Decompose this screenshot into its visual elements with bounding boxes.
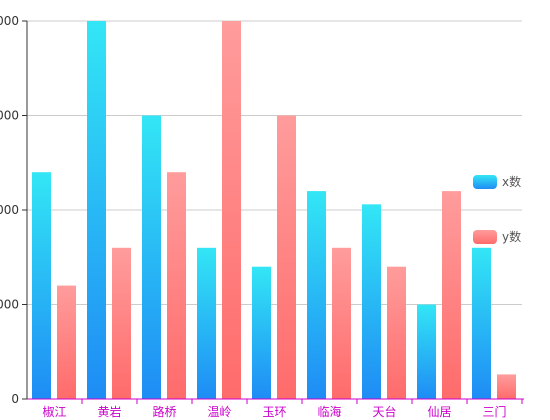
bar-y-4[interactable]: [277, 115, 296, 400]
y-tick-label: 0: [11, 392, 19, 406]
bar-y-0[interactable]: [57, 285, 76, 399]
x-tick-label: 三门: [482, 404, 506, 419]
bars: [32, 21, 516, 399]
legend-item-x[interactable]: x数: [473, 174, 521, 189]
gridlines: [27, 20, 522, 305]
x-tick-label: 仙居: [427, 405, 451, 419]
bar-x-2[interactable]: [142, 115, 161, 400]
bar-x-5[interactable]: [307, 191, 326, 399]
x-tick-label: 黄岩: [97, 404, 121, 419]
legend-label: y数: [502, 229, 521, 244]
bar-x-4[interactable]: [252, 266, 271, 399]
legend-swatch: [473, 175, 497, 189]
bar-y-3[interactable]: [222, 21, 241, 399]
y-axis-tick-labels: 0000000000000: [0, 14, 27, 406]
bar-x-3[interactable]: [197, 247, 216, 399]
legend[interactable]: x数 y数: [473, 174, 521, 244]
bar-x-7[interactable]: [417, 304, 436, 400]
bar-y-2[interactable]: [167, 172, 186, 399]
x-tick-label: 天台: [372, 404, 396, 419]
legend-item-y[interactable]: y数: [473, 229, 521, 244]
x-tick-label: 温岭: [207, 405, 231, 419]
x-tick-label: 路桥: [152, 404, 176, 419]
y-tick-label: 000: [0, 203, 19, 217]
x-tick-label: 临海: [317, 404, 341, 419]
x-tick-label: 椒江: [42, 405, 66, 419]
bar-x-0[interactable]: [32, 172, 51, 399]
bar-y-6[interactable]: [387, 266, 406, 399]
y-tick-label: 000: [0, 109, 19, 123]
bar-y-7[interactable]: [442, 191, 461, 399]
x-tick-label: 玉环: [262, 405, 286, 419]
y-tick-label: 000: [0, 14, 19, 28]
bar-x-1[interactable]: [87, 21, 106, 399]
bar-y-8[interactable]: [497, 374, 516, 399]
y-tick-label: 000: [0, 298, 19, 312]
bar-y-5[interactable]: [332, 247, 351, 399]
x-axis-tick-labels: 椒江 黄岩 路桥 温岭 玉环 临海 天台 仙居 三门: [42, 399, 523, 419]
bar-y-1[interactable]: [112, 247, 131, 399]
legend-swatch: [473, 230, 497, 244]
legend-label: x数: [502, 174, 521, 189]
bar-x-8[interactable]: [472, 247, 491, 399]
bar-x-6[interactable]: [362, 204, 381, 399]
